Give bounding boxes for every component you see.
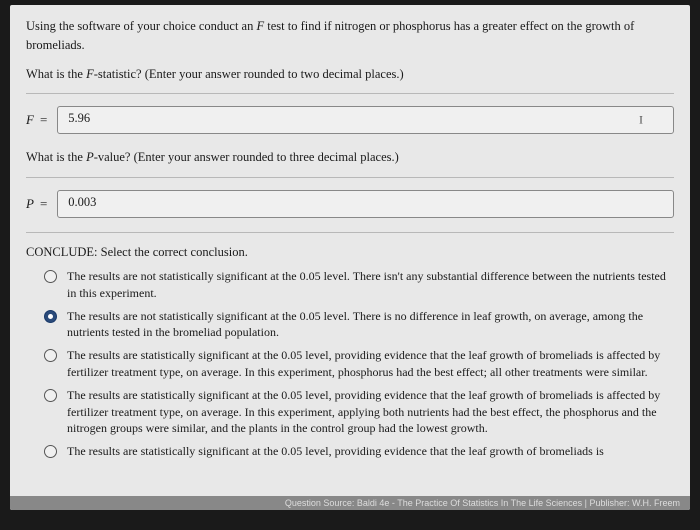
intro-ital: F	[256, 19, 264, 33]
option-row[interactable]: The results are statistically significan…	[44, 443, 674, 460]
footer-text: Question Source: Baldi 4e - The Practice…	[285, 498, 680, 508]
q2-post: -value? (Enter your answer rounded to th…	[94, 150, 399, 164]
option-row[interactable]: The results are not statistically signif…	[44, 268, 674, 302]
conclude-heading: CONCLUDE: Select the correct conclusion.	[26, 245, 674, 260]
q1-pre: What is the	[26, 67, 86, 81]
q2-ital: P	[86, 150, 94, 164]
radio-icon[interactable]	[44, 445, 57, 458]
divider	[26, 177, 674, 178]
radio-icon[interactable]	[44, 349, 57, 362]
option-text: The results are statistically significan…	[67, 347, 674, 381]
q2-prompt: What is the P-value? (Enter your answer …	[26, 148, 674, 167]
intro-text: Using the software of your choice conduc…	[26, 17, 674, 55]
q2-pre: What is the	[26, 150, 86, 164]
q1-post: -statistic? (Enter your answer rounded t…	[94, 67, 404, 81]
radio-icon[interactable]	[44, 270, 57, 283]
option-text: The results are statistically significan…	[67, 387, 674, 437]
text-cursor-icon: I	[639, 113, 643, 128]
radio-icon[interactable]	[44, 389, 57, 402]
q1-prompt: What is the F-statistic? (Enter your ans…	[26, 65, 674, 84]
p-value-value: 0.003	[68, 195, 96, 209]
q1-ital: F	[86, 67, 94, 81]
option-row[interactable]: The results are not statistically signif…	[44, 308, 674, 342]
option-row[interactable]: The results are statistically significan…	[44, 387, 674, 437]
radio-icon[interactable]	[44, 310, 57, 323]
divider	[26, 232, 674, 233]
p-value-row: P = 0.003	[26, 190, 674, 218]
source-footer: Question Source: Baldi 4e - The Practice…	[10, 496, 690, 510]
p-value-input[interactable]: 0.003	[57, 190, 674, 218]
p-label: P	[26, 196, 34, 212]
equals-sign: =	[40, 112, 47, 128]
divider	[26, 93, 674, 94]
option-row[interactable]: The results are statistically significan…	[44, 347, 674, 381]
intro-pre: Using the software of your choice conduc…	[26, 19, 256, 33]
f-label: F	[26, 112, 34, 128]
option-text: The results are statistically significan…	[67, 443, 674, 460]
equals-sign: =	[40, 196, 47, 212]
f-stat-value: 5.96	[68, 111, 90, 125]
question-page: Using the software of your choice conduc…	[10, 5, 690, 510]
f-stat-row: F = 5.96 I	[26, 106, 674, 134]
option-text: The results are not statistically signif…	[67, 308, 674, 342]
f-stat-input[interactable]: 5.96 I	[57, 106, 674, 134]
option-text: The results are not statistically signif…	[67, 268, 674, 302]
options-list: The results are not statistically signif…	[26, 268, 674, 460]
